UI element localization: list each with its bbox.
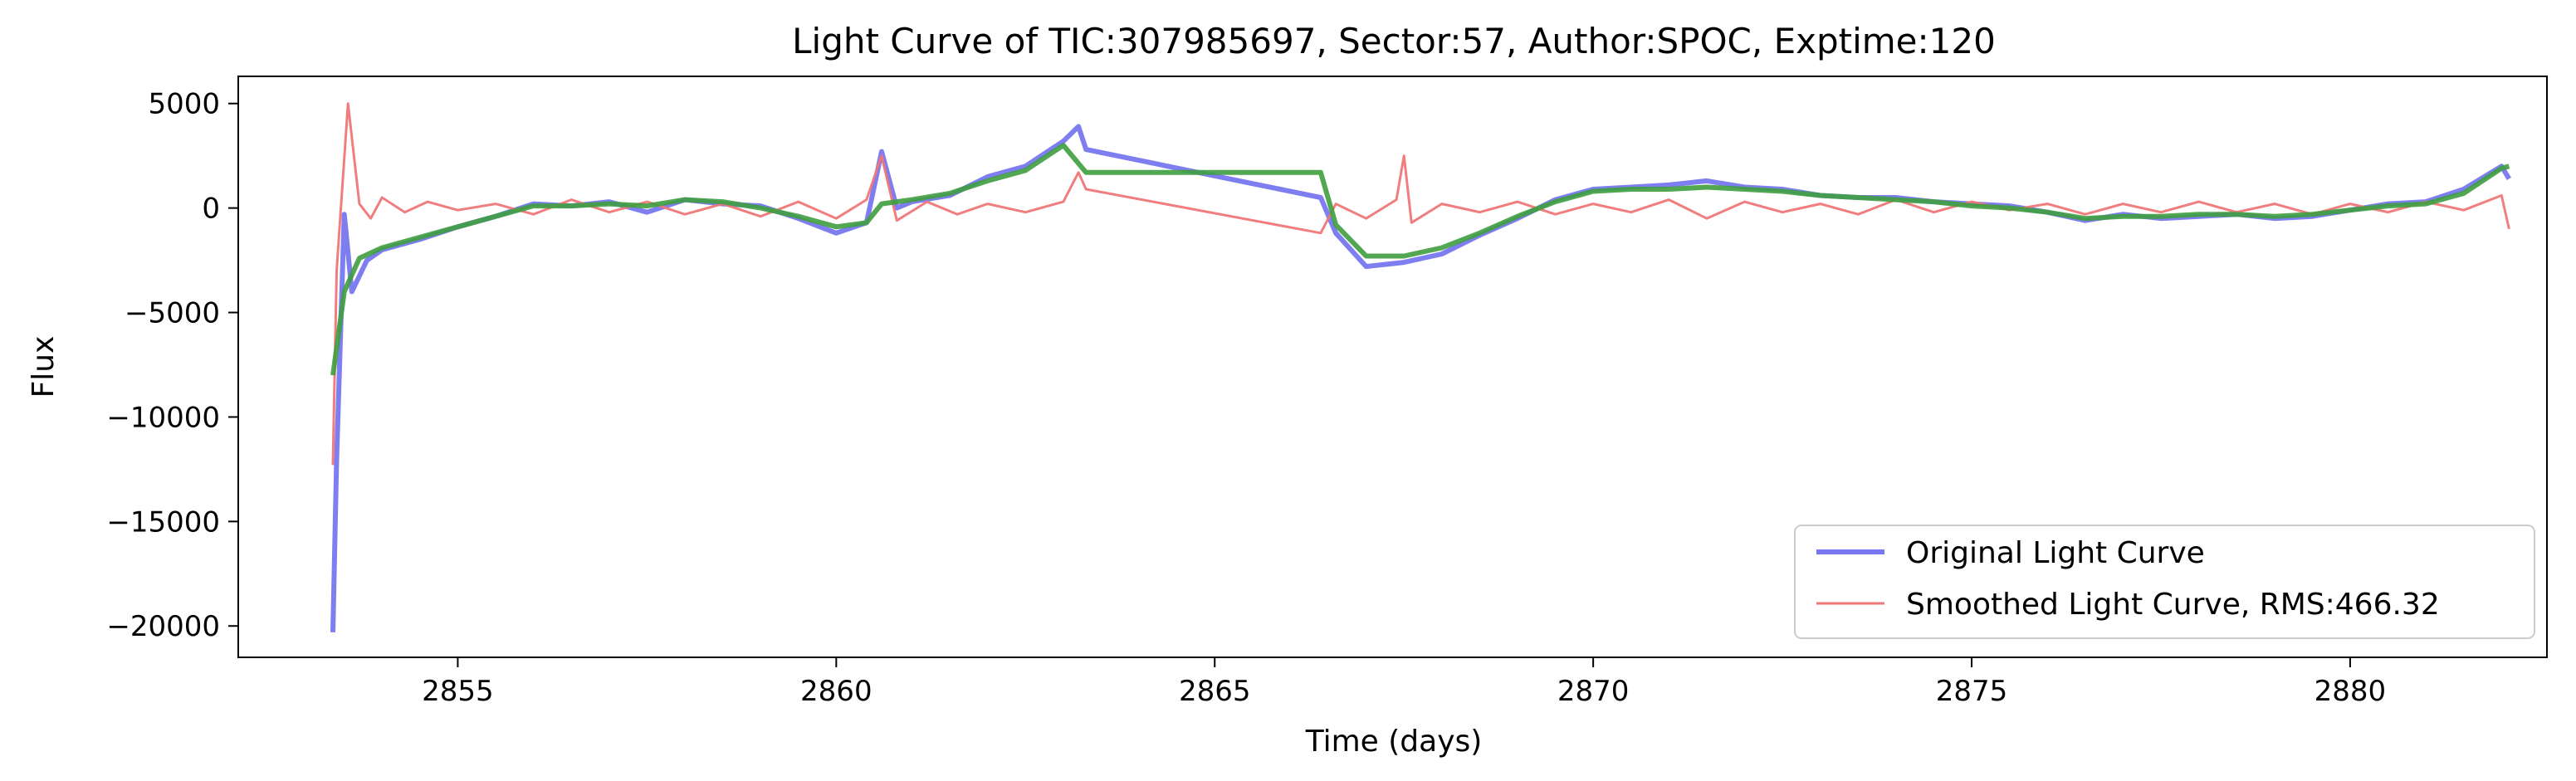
x-tick-label: 2865	[1179, 675, 1251, 708]
y-tick-label: 5000	[148, 88, 220, 121]
y-tick-label: 0	[202, 193, 220, 226]
x-tick-label: 2855	[422, 675, 494, 708]
x-axis-label: Time (days)	[1305, 725, 1483, 759]
y-axis-label: Flux	[27, 336, 61, 398]
y-tick-label: −10000	[106, 401, 220, 434]
x-tick-label: 2870	[1557, 675, 1630, 708]
legend-label-original: Original Light Curve	[1906, 536, 2205, 570]
legend-box	[1794, 525, 2535, 639]
x-tick-label: 2880	[2314, 675, 2387, 708]
x-axis-ticks: 2855 2860 2865 2870 2875 2880	[422, 657, 2386, 708]
y-tick-label: −20000	[106, 610, 220, 643]
plot-area: 2855 2860 2865 2870 2875 2880 5000 0 −5000 −1000…	[106, 76, 2548, 708]
chart-title: Light Curve of TIC:307985697, Sector:57,…	[792, 21, 1996, 61]
legend: Original Light Curve Smoothed Light Curv…	[1794, 525, 2535, 639]
y-axis-ticks: 5000 0 −5000 −10000 −15000 −20000	[106, 88, 238, 643]
x-tick-label: 2860	[800, 675, 873, 708]
y-tick-label: −15000	[106, 505, 220, 539]
series-line-2	[330, 143, 2510, 376]
x-tick-label: 2875	[1936, 675, 2008, 708]
series-layer	[330, 102, 2511, 632]
y-tick-label: −5000	[125, 297, 220, 330]
legend-label-smoothed: Smoothed Light Curve, RMS:466.32	[1906, 588, 2440, 622]
plot-frame	[237, 76, 2548, 658]
